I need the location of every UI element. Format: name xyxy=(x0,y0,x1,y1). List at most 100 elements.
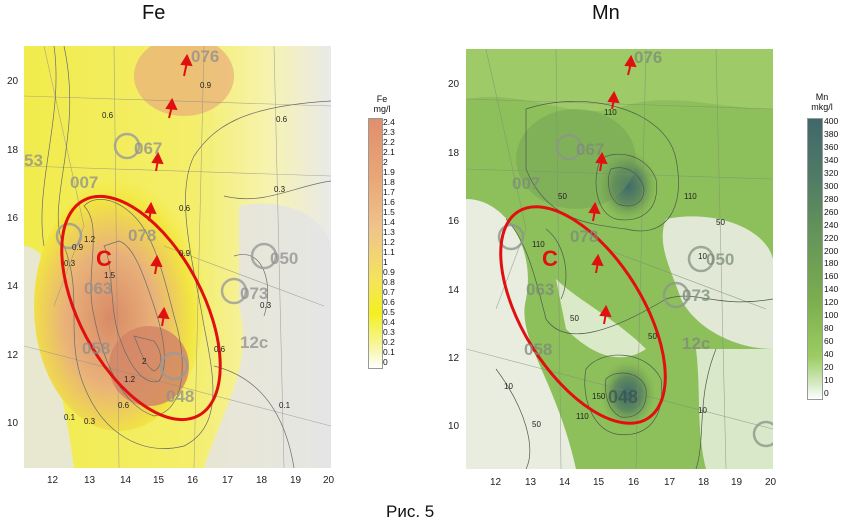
fe-y-tick: 20 xyxy=(7,76,19,87)
mn-x-tick: 18 xyxy=(698,477,710,488)
fe-well-label: 007 xyxy=(70,173,98,192)
mn-y-tick: 18 xyxy=(448,148,460,159)
fe-well-labels: 076 067 007 078 063 050 073 058 12c 048 … xyxy=(24,47,298,406)
fe-legend-tick: 1.7 xyxy=(383,187,395,197)
mn-legend-tick: 220 xyxy=(824,232,839,243)
mn-y-tick: 12 xyxy=(448,353,460,364)
mn-well-label: 063 xyxy=(526,280,554,299)
fe-zone-ellipse xyxy=(60,194,222,422)
mn-flow-arrows xyxy=(588,54,637,325)
fe-y-tick: 14 xyxy=(7,281,19,292)
mn-legend-title-line: Mn xyxy=(815,92,829,102)
mn-well-label: 067 xyxy=(576,140,604,159)
fe-contour-label: 1.2 xyxy=(124,375,136,384)
fe-legend-tick: 1.6 xyxy=(383,197,395,207)
fe-map-svg: C 0.9 0.6 0.6 0.3 0.6 0.9 1.2 1.5 0.9 0.… xyxy=(24,46,331,468)
fe-legend-title-line: Fe xyxy=(376,94,388,104)
fe-well-label: 078 xyxy=(128,226,156,245)
mn-contour-labels: 110 50 110 110 50 10 50 50 150 110 50 10… xyxy=(504,108,725,429)
fe-legend-tick: 1.3 xyxy=(383,227,395,237)
fe-legend-tick: 1.9 xyxy=(383,167,395,177)
fe-legend-tick: 0.2 xyxy=(383,337,395,347)
fe-legend-tick: 0.4 xyxy=(383,317,395,327)
fe-legend-tick: 0.6 xyxy=(383,297,395,307)
mn-contour-label: 10 xyxy=(504,382,513,391)
mn-legend-tick: 80 xyxy=(824,323,834,334)
fe-contour-label: 0.3 xyxy=(84,417,96,426)
fe-legend-tick: 0 xyxy=(383,357,388,367)
mn-contour-label: 50 xyxy=(558,192,567,201)
fe-well-label: 067 xyxy=(134,139,162,158)
fe-legend-tick: 0.1 xyxy=(383,347,395,357)
mn-contour-label: 110 xyxy=(684,192,697,201)
mn-legend-tick: 180 xyxy=(824,258,839,269)
fe-legend-tick: 2.1 xyxy=(383,147,395,157)
fe-legend: Fe mg/l 2.4 2.3 2.2 2.1 2 1.9 1.8 1.7 1.6 1.5 1.4 1… xyxy=(360,94,410,384)
mn-legend-tick: 40 xyxy=(824,349,834,360)
fe-y-tick: 10 xyxy=(7,418,19,429)
fe-hot-zone-north xyxy=(134,46,234,116)
mn-legend-tick: 400 xyxy=(824,116,839,126)
mn-well-label: 048 xyxy=(608,387,638,407)
fe-x-tick: 14 xyxy=(120,475,132,486)
fe-x-tick: 12 xyxy=(47,475,59,486)
mn-y-tick: 14 xyxy=(448,285,460,296)
mn-contour-label: 110 xyxy=(604,108,617,117)
fe-contour-label: 0.9 xyxy=(200,81,212,90)
mn-y-tick: 16 xyxy=(448,216,460,227)
mn-contour-label: 50 xyxy=(532,420,541,429)
mn-well-label: 076 xyxy=(634,49,662,67)
fe-legend-tick: 2.4 xyxy=(383,117,395,127)
mn-contour-label: 50 xyxy=(648,332,657,341)
fe-x-tick: 20 xyxy=(323,475,335,486)
fe-x-tick: 18 xyxy=(256,475,268,486)
mn-x-tick: 16 xyxy=(628,477,640,488)
fe-x-tick: 15 xyxy=(153,475,165,486)
fe-x-tick: 13 xyxy=(84,475,96,486)
fe-legend-tick: 1.5 xyxy=(383,207,395,217)
mn-legend-tick: 320 xyxy=(824,167,839,178)
fe-well-label: 12c xyxy=(240,333,268,352)
mn-legend-tick: 380 xyxy=(824,128,839,139)
fe-legend-tick: 0.5 xyxy=(383,307,395,317)
fe-legend-tick: 1.8 xyxy=(383,177,395,187)
fe-contour-label: 0.6 xyxy=(118,401,130,410)
fe-legend-bar xyxy=(368,118,383,369)
mn-well-labels: 076 067 007 078 063 050 073 058 12c 048 xyxy=(512,49,734,407)
mn-legend-tick: 100 xyxy=(824,310,839,321)
fe-legend-tick: 2.3 xyxy=(383,127,395,137)
mn-y-tick: 10 xyxy=(448,421,460,432)
mn-contour-label: 10 xyxy=(698,252,707,261)
fe-zone-label: C xyxy=(96,246,112,271)
figure-caption: Рис. 5 xyxy=(386,502,435,521)
mn-well-label: 073 xyxy=(682,286,710,305)
fe-legend-tick: 0.3 xyxy=(383,327,395,337)
fe-contour-label: 0.6 xyxy=(179,204,191,213)
fe-contour-labels: 0.9 0.6 0.6 0.3 0.6 0.9 1.2 1.5 0.9 0.3 … xyxy=(64,81,291,426)
fe-well-label: 53 xyxy=(24,151,43,170)
mn-legend-tick: 240 xyxy=(824,219,839,230)
fe-contour-label: 0.9 xyxy=(179,249,191,258)
mn-legend-tick: 300 xyxy=(824,180,839,191)
fe-legend-tick: 1.4 xyxy=(383,217,395,227)
mn-low-zone-west xyxy=(466,199,576,469)
fe-contour-label: 0.6 xyxy=(276,115,288,124)
mn-well-label: 078 xyxy=(570,227,598,246)
fe-legend-tick: 2 xyxy=(383,157,388,167)
fe-low-zone-east xyxy=(204,203,331,468)
fe-legend-tick: 0.8 xyxy=(383,277,395,287)
fe-contour-label: 0.1 xyxy=(64,413,76,422)
mn-legend: Mn mkg/l 400 380 360 340 320 300 280 260 240 220 2… xyxy=(800,92,848,402)
fe-map: C 0.9 0.6 0.6 0.3 0.6 0.9 1.2 1.5 0.9 0.… xyxy=(24,46,331,468)
mn-y-tick: 20 xyxy=(448,79,460,90)
fe-contour-label: 2 xyxy=(142,357,147,366)
mn-legend-title-line: mkg/l xyxy=(811,102,833,112)
fe-legend-tick: 0.7 xyxy=(383,287,395,297)
fe-contour-label: 0.6 xyxy=(214,345,226,354)
fe-y-tick: 12 xyxy=(7,350,19,361)
fe-well-label: 050 xyxy=(270,249,298,268)
fe-well-label: 063 xyxy=(84,279,112,298)
mn-contour-label: 110 xyxy=(576,412,589,421)
fe-well-label: 048 xyxy=(166,387,194,406)
fe-contour-label: 1.5 xyxy=(104,271,116,280)
